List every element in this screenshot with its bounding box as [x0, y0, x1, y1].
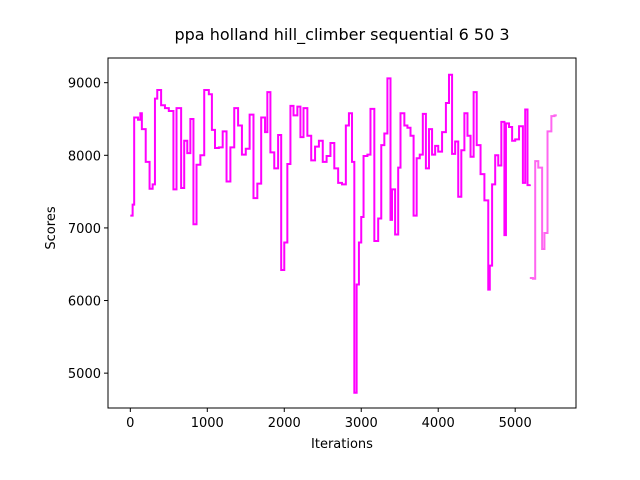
plot-area-frame	[107, 57, 577, 409]
x-tick-label: 1000	[191, 416, 224, 431]
chart-title: ppa holland hill_climber sequential 6 50…	[174, 25, 509, 45]
x-tick-label: 5000	[499, 416, 532, 431]
series-line-1	[130, 73, 531, 394]
y-axis-ticks: 5000 6000 7000 8000 9000	[68, 77, 108, 382]
y-tick-label: 8000	[68, 149, 101, 164]
x-tick-label: 0	[126, 416, 134, 431]
series-layer	[130, 73, 557, 394]
x-tick-label: 2000	[268, 416, 301, 431]
series-line-2	[529, 114, 557, 280]
y-tick-label: 5000	[68, 367, 101, 382]
y-tick-label: 6000	[68, 295, 101, 310]
x-tick-label: 4000	[422, 416, 455, 431]
y-axis-label: Scores	[44, 206, 59, 249]
x-axis-ticks: 0 1000 2000 3000 4000 5000	[126, 408, 532, 431]
x-axis-label: Iterations	[311, 437, 373, 452]
y-tick-label: 7000	[68, 222, 101, 237]
x-tick-label: 3000	[345, 416, 378, 431]
y-tick-label: 9000	[68, 77, 101, 92]
